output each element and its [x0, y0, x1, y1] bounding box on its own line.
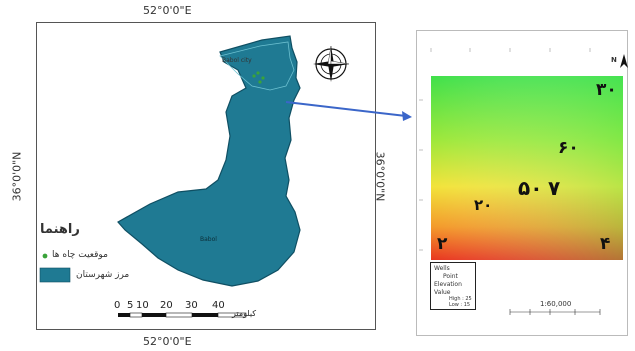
center-region-label: Babol — [200, 236, 217, 243]
raster-label-20: ۲۰ — [474, 196, 493, 214]
zoom-link-arrowhead — [402, 111, 412, 121]
scale-tick-10: 10 — [136, 300, 149, 311]
raster-label-4: ۴ — [600, 234, 611, 254]
well-point — [258, 80, 262, 84]
legend-boundary-symbol — [39, 267, 71, 283]
raster-legend-elevation: Elevation — [434, 281, 462, 288]
scale-tick-40: 40 — [212, 300, 225, 311]
legend-well-symbol — [42, 253, 48, 259]
scale-unit-label: کیلومتر — [232, 309, 257, 318]
coord-top-label: 52°0'0"E — [143, 4, 192, 17]
raster-legend-value: Value — [434, 289, 451, 296]
raster-label-30: ۳۰ — [596, 80, 617, 100]
raster-scale-label: 1:60,000 — [540, 300, 572, 308]
raster-label-50: ۵۰ — [518, 176, 543, 200]
raster-label-7: ۷ — [548, 176, 561, 200]
raster-legend-point: Point — [443, 273, 458, 280]
north-arrow-icon — [313, 45, 350, 82]
raster-label-2: ۲ — [437, 234, 448, 254]
well-point — [261, 76, 265, 80]
north-subregion-outline — [219, 41, 295, 91]
zoom-link-line — [285, 101, 407, 117]
scale-tick-30: 30 — [185, 300, 198, 311]
coord-bottom-label: 52°0'0"E — [143, 335, 192, 348]
north-region-label: Babol city — [222, 57, 252, 64]
county-boundary-polygon — [117, 35, 301, 287]
raster-label-60: ۶۰ — [558, 138, 579, 158]
raster-north-letter: N — [611, 56, 617, 64]
scale-bar — [118, 312, 247, 318]
scale-tick-0: 0 — [114, 300, 121, 311]
legend-title: راهنما — [40, 222, 80, 237]
raster-legend-low: Low : 15 — [449, 302, 471, 308]
raster-north-arrow-icon — [620, 54, 628, 68]
well-point — [252, 74, 256, 78]
legend-item-boundary: مرز شهرستان — [76, 270, 130, 280]
legend-item-wells: موقعیت چاه ها — [52, 250, 108, 260]
scale-tick-5: 5 — [127, 300, 134, 311]
raster-legend-high: High : 25 — [449, 296, 472, 302]
well-point — [256, 71, 260, 75]
raster-legend-title: Wells — [434, 265, 450, 272]
raster-legend-box: Wells Point Elevation Value High : 25 Lo… — [430, 262, 476, 310]
scale-tick-20: 20 — [160, 300, 173, 311]
